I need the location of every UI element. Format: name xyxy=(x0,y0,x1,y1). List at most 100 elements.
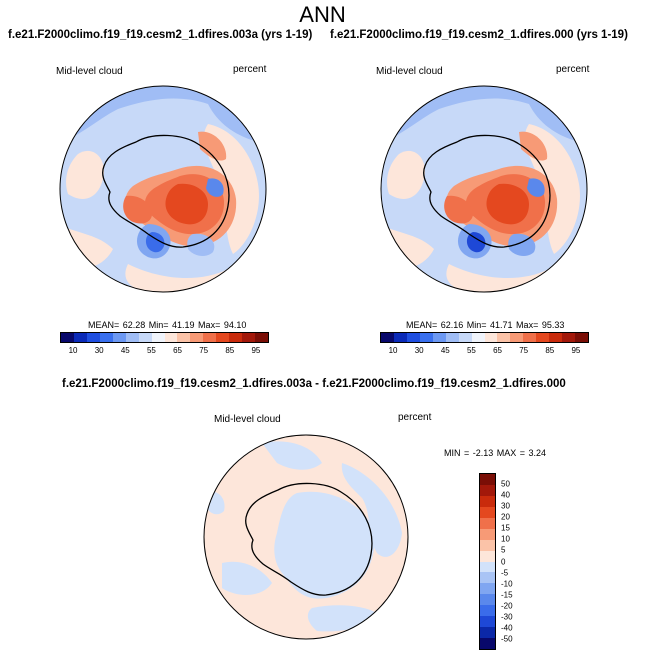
colorbar-bin xyxy=(480,495,495,507)
colorbar-tick-label: 75 xyxy=(199,346,209,355)
colorbar-bin xyxy=(242,333,256,342)
colorbar-tick-label: 30 xyxy=(501,501,510,511)
panel-3-polar-map xyxy=(203,434,409,640)
colorbar-tick-label: 65 xyxy=(173,346,183,355)
colorbar-tick-label: 95 xyxy=(251,346,261,355)
panel-3-variable-label: Mid-level cloud xyxy=(214,414,281,425)
colorbar-bin xyxy=(484,333,498,342)
colorbar-bin xyxy=(471,333,485,342)
colorbar-bin xyxy=(177,333,191,342)
colorbar-tick-label: -50 xyxy=(501,634,513,644)
colorbar-tick-label: 20 xyxy=(501,512,510,522)
colorbar-bin xyxy=(480,474,495,485)
colorbar-bin xyxy=(480,517,495,529)
colorbar-tick-label: 75 xyxy=(519,346,529,355)
colorbar-tick-label: 10 xyxy=(388,346,398,355)
colorbar-tick-label: 95 xyxy=(571,346,581,355)
panel-1-stats: MEAN= 62.28 Min= 41.19 Max= 94.10 xyxy=(88,320,247,330)
colorbar-bin xyxy=(480,605,495,617)
colorbar-bin xyxy=(575,333,588,342)
colorbar-bin xyxy=(510,333,524,342)
colorbar-tick-label: 30 xyxy=(94,346,104,355)
colorbar-bin xyxy=(125,333,139,342)
colorbar-tick-label: 5 xyxy=(501,545,506,555)
panel-3-case-title: f.e21.F2000climo.f19_f19.cesm2_1.dfires.… xyxy=(62,378,566,390)
colorbar-bin xyxy=(393,333,407,342)
panel-2-colorbar xyxy=(380,332,589,343)
colorbar-bin xyxy=(480,528,495,540)
colorbar-bin xyxy=(480,550,495,562)
colorbar-tick-label: -15 xyxy=(501,590,513,600)
panel-2-case-title: f.e21.F2000climo.f19_f19.cesm2_1.dfires.… xyxy=(330,29,628,41)
colorbar-bin xyxy=(99,333,113,342)
colorbar-bin xyxy=(419,333,433,342)
panel-1-units-label: percent xyxy=(233,64,267,75)
colorbar-tick-label: 0 xyxy=(501,557,506,566)
colorbar-bin xyxy=(216,333,230,342)
colorbar-tick-label: -20 xyxy=(501,601,513,611)
colorbar-tick-label: -10 xyxy=(501,579,513,589)
colorbar-bin xyxy=(480,616,495,628)
panel-3-stats: MIN = -2.13 MAX = 3.24 xyxy=(444,448,547,458)
colorbar-bin xyxy=(523,333,537,342)
colorbar-bin xyxy=(480,627,495,639)
colorbar-bin xyxy=(480,484,495,496)
colorbar-tick-label: -30 xyxy=(501,612,513,622)
page-title: ANN xyxy=(299,2,346,27)
colorbar-bin xyxy=(480,583,495,595)
colorbar-bin xyxy=(432,333,446,342)
colorbar-tick-label: 55 xyxy=(146,346,156,355)
panel-1-variable-label: Mid-level cloud xyxy=(56,66,123,77)
colorbar-tick-label: 85 xyxy=(545,346,555,355)
colorbar-bin xyxy=(445,333,459,342)
colorbar-bin xyxy=(480,539,495,551)
panel-1-colorbar xyxy=(60,332,269,343)
colorbar-bin xyxy=(229,333,243,342)
colorbar-tick-label: -40 xyxy=(501,623,513,633)
colorbar-bin xyxy=(480,594,495,606)
colorbar-bin xyxy=(480,638,495,649)
panel-1-polar-map xyxy=(59,85,267,293)
colorbar-tick-label: 10 xyxy=(68,346,78,355)
colorbar-tick-label: 50 xyxy=(501,479,510,489)
colorbar-bin xyxy=(255,333,268,342)
panel-2-variable-label: Mid-level cloud xyxy=(376,66,443,77)
colorbar-bin xyxy=(480,572,495,584)
colorbar-bin xyxy=(203,333,217,342)
panel-2-units-label: percent xyxy=(556,64,590,75)
panel-3-colorbar-ticks: 50 40 30 20 15 10 5 0 -5 -10 -15 -20 -30 -40 -50 xyxy=(501,473,531,650)
panel-1-colorbar-ticks: 10 30 45 55 65 75 85 95 xyxy=(60,346,269,358)
colorbar-tick-label: 30 xyxy=(414,346,424,355)
colorbar-bin xyxy=(112,333,126,342)
colorbar-bin xyxy=(562,333,576,342)
colorbar-tick-label: 10 xyxy=(501,534,510,544)
colorbar-bin xyxy=(138,333,152,342)
colorbar-bin xyxy=(549,333,563,342)
colorbar-tick-label: -5 xyxy=(501,568,509,578)
colorbar-bin xyxy=(458,333,472,342)
colorbar-bin xyxy=(406,333,420,342)
colorbar-tick-label: 85 xyxy=(225,346,235,355)
colorbar-bin xyxy=(497,333,511,342)
colorbar-tick-label: 65 xyxy=(493,346,503,355)
colorbar-tick-label: 45 xyxy=(440,346,450,355)
colorbar-bin xyxy=(61,333,74,342)
panel-2-polar-map xyxy=(380,85,588,293)
colorbar-tick-label: 55 xyxy=(466,346,476,355)
colorbar-bin xyxy=(86,333,100,342)
colorbar-tick-label: 40 xyxy=(501,490,510,500)
panel-2-colorbar-ticks: 10 30 45 55 65 75 85 95 xyxy=(380,346,589,358)
panel-1-case-title: f.e21.F2000climo.f19_f19.cesm2_1.dfires.… xyxy=(8,29,313,41)
colorbar-bin xyxy=(151,333,165,342)
colorbar-bin xyxy=(480,561,495,573)
colorbar-bin xyxy=(190,333,204,342)
panel-2-stats: MEAN= 62.16 Min= 41.71 Max= 95.33 xyxy=(406,320,565,330)
panel-3-colorbar xyxy=(479,473,496,650)
panel-3-units-label: percent xyxy=(398,412,432,423)
colorbar-bin xyxy=(381,333,394,342)
colorbar-tick-label: 15 xyxy=(501,523,510,533)
colorbar-bin xyxy=(73,333,87,342)
colorbar-bin xyxy=(480,506,495,518)
colorbar-tick-label: 45 xyxy=(120,346,130,355)
colorbar-bin xyxy=(164,333,178,342)
